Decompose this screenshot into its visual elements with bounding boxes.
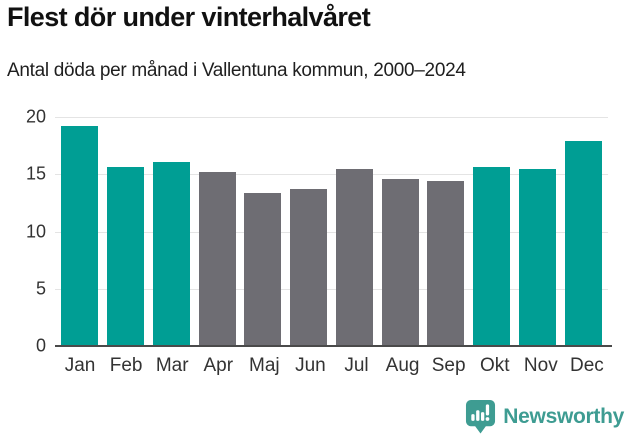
chart-subtitle: Antal döda per månad i Vallentuna kommun… bbox=[7, 60, 466, 81]
plot-area bbox=[55, 117, 612, 347]
bar-slot-feb bbox=[103, 117, 149, 346]
bar-slot-dec bbox=[560, 117, 606, 346]
bar-slot-aug bbox=[377, 117, 423, 346]
x-tick-label-maj: Maj bbox=[249, 355, 280, 376]
x-tick-label-dec: Dec bbox=[570, 355, 604, 376]
x-tick-label-jul: Jul bbox=[344, 355, 369, 376]
x-tick-label-jun: Jun bbox=[295, 355, 326, 376]
brand-logo: Newsworthy bbox=[465, 399, 624, 434]
bar-mar bbox=[152, 161, 190, 346]
y-tick-label-10: 10 bbox=[25, 221, 46, 241]
bar-dec bbox=[564, 141, 602, 346]
bars-layer bbox=[55, 117, 608, 346]
x-tick-label-apr: Apr bbox=[203, 355, 234, 376]
x-tick-label-nov: Nov bbox=[523, 355, 558, 376]
bar-slot-okt bbox=[469, 117, 515, 346]
x-axis-labels: Jan Feb Mar Apr Maj Jun Jul Aug Sep Okt Nov Dec bbox=[55, 355, 612, 377]
bar-nov bbox=[518, 168, 556, 346]
brand-name: Newsworthy bbox=[503, 404, 624, 428]
bar-okt bbox=[473, 167, 511, 346]
gridline-20 bbox=[55, 117, 608, 118]
gridline-15 bbox=[55, 174, 608, 176]
bar-jul bbox=[335, 168, 373, 346]
x-axis-line bbox=[55, 345, 612, 347]
y-axis: 0 5 10 15 20 bbox=[0, 107, 46, 356]
y-tick-label-15: 15 bbox=[25, 163, 46, 184]
y-tick-label-5: 5 bbox=[35, 278, 46, 299]
x-tick-label-sep: Sep bbox=[431, 355, 466, 376]
x-tick-label-aug: Aug bbox=[385, 355, 420, 376]
bar-sep bbox=[427, 181, 465, 346]
bar-jun bbox=[290, 189, 328, 346]
x-tick-label-okt: Okt bbox=[479, 355, 510, 376]
bar-slot-apr bbox=[194, 117, 240, 346]
x-tick-label-mar: Mar bbox=[155, 355, 189, 376]
bar-slot-nov bbox=[515, 117, 561, 346]
bar-apr bbox=[198, 171, 236, 346]
y-tick-label-20: 20 bbox=[25, 106, 46, 127]
gridline-5 bbox=[55, 288, 608, 290]
gridline-10 bbox=[55, 231, 608, 233]
bar-aug bbox=[381, 178, 419, 346]
newsworthy-logo-icon bbox=[466, 400, 496, 434]
chart-title: Flest dör under vinterhalvåret bbox=[7, 2, 371, 32]
bar-slot-jan bbox=[57, 117, 103, 346]
bar-slot-sep bbox=[423, 117, 469, 346]
bar-slot-jun bbox=[286, 117, 332, 346]
y-tick-label-0: 0 bbox=[35, 335, 46, 356]
bar-slot-jul bbox=[332, 117, 378, 346]
x-tick-label-jan: Jan bbox=[64, 355, 96, 376]
bar-feb bbox=[107, 167, 145, 346]
bar-jan bbox=[61, 126, 99, 346]
bar-maj bbox=[244, 192, 282, 346]
bar-slot-maj bbox=[240, 117, 286, 346]
bar-slot-mar bbox=[149, 117, 195, 346]
x-tick-label-feb: Feb bbox=[109, 355, 143, 376]
